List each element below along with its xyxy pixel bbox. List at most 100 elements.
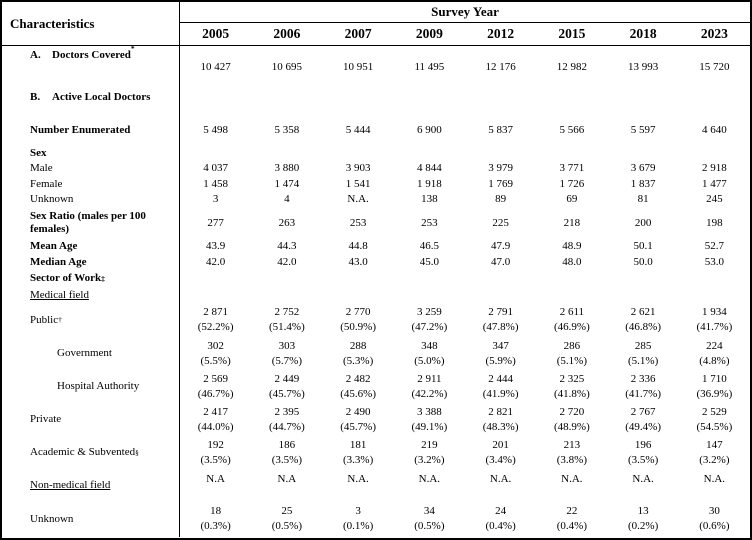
year-header-2007: 2007 <box>344 26 372 41</box>
data-cell: 47.9 <box>491 240 511 253</box>
year-header-2012: 2012 <box>487 26 515 41</box>
table-row: Unknown 3 4 N.A. 138 89 69 81 245 <box>2 192 750 207</box>
table-row: Private 2 417 (44.0%) 2 395 (44.7%) 2 490 (… <box>2 403 750 436</box>
row-label-cell: Median Age <box>2 254 180 270</box>
year-header-2023: 2023 <box>700 26 728 41</box>
data-cell <box>608 146 679 161</box>
table-row: Mean Age 43.9 44.3 44.8 46.5 47.9 48.9 50.1 52.7 <box>2 239 750 254</box>
data-cell: 10 427 <box>200 60 231 73</box>
data-cell: 10 695 <box>271 60 302 73</box>
data-cell: 4 640 <box>702 123 727 136</box>
data-cell: 2 918 <box>702 162 727 175</box>
data-cell: 1 934 (41.7%) <box>696 306 733 333</box>
data-cell: 2 482 (45.6%) <box>340 372 376 400</box>
table-row: Sector of Work ‡ <box>2 270 750 287</box>
data-cell <box>180 88 251 114</box>
year-header-2009: 2009 <box>415 26 443 41</box>
table-row: Female 1 458 1 474 1 541 1 918 1 769 1 726 1 83… <box>2 176 750 192</box>
row-label-cell: Hospital Authority <box>2 370 180 403</box>
data-cell: 2 490 (45.7%) <box>340 405 376 433</box>
data-cell: N.A. <box>561 473 583 485</box>
data-cell: 2 417 (44.0%) <box>197 405 234 433</box>
row-label: Male <box>30 162 53 175</box>
row-label-cell: Academic & Subvented § <box>2 436 180 469</box>
data-cell: 18 (0.3%) <box>200 505 231 532</box>
row-label-cell: A. Doctors Covered * <box>2 46 180 88</box>
data-cell: 2 871 (52.2%) <box>197 306 234 333</box>
data-cell: 277 <box>207 216 224 229</box>
row-prefix: B. <box>30 91 41 103</box>
data-cell: 245 <box>706 193 723 206</box>
data-cell: 30 (0.6%) <box>699 505 730 532</box>
data-cell: 25 (0.5%) <box>271 505 302 532</box>
year-header-2018: 2018 <box>629 26 657 41</box>
row-label: Hospital Authority <box>57 380 140 393</box>
data-cell: 50.1 <box>633 240 653 253</box>
data-cell: 200 <box>634 216 652 229</box>
row-label-cell: Sector of Work ‡ <box>2 270 180 287</box>
data-cell <box>323 270 394 287</box>
characteristics-header-cell: Characteristics <box>2 2 180 45</box>
data-cell <box>323 88 394 114</box>
data-cell: 4 844 <box>417 162 442 175</box>
data-cell: 12 982 <box>556 60 587 73</box>
data-cell: 2 569 (46.7%) <box>197 372 234 400</box>
row-label-cell: Sex Ratio (males per 100 females) <box>2 207 180 239</box>
data-cell: 43.9 <box>206 240 226 253</box>
data-cell: 2 449 (45.7%) <box>269 372 305 400</box>
data-cell: 196 (3.5%) <box>628 438 659 466</box>
data-cell: 1 541 <box>345 177 371 190</box>
data-cell: 2 325 (41.8%) <box>554 372 590 400</box>
data-cell: 5 444 <box>345 123 371 136</box>
row-label: Medical field <box>30 288 89 301</box>
row-label: Academic & Subvented <box>30 446 136 459</box>
data-cell: 2 529 (54.5%) <box>696 405 733 433</box>
data-cell: 24 (0.4%) <box>485 505 516 532</box>
data-cell <box>679 287 750 303</box>
data-cell <box>394 270 465 287</box>
data-cell: 147 (3.2%) <box>699 438 730 466</box>
data-cell: 186 (3.5%) <box>271 438 302 466</box>
data-cell: N.A. <box>632 473 654 485</box>
data-cell: 5 837 <box>488 123 513 136</box>
data-cell: N.A. <box>703 473 726 485</box>
data-cell: 253 <box>421 216 438 229</box>
data-cell <box>465 270 536 287</box>
data-cell: 3 <box>212 193 219 206</box>
data-cell: 219 (3.2%) <box>414 438 445 466</box>
data-cell: 47.0 <box>491 255 511 268</box>
data-cell <box>180 146 251 161</box>
data-cell <box>536 146 607 161</box>
data-cell <box>251 270 322 287</box>
data-cell: 198 <box>706 216 723 229</box>
row-label: Mean Age <box>30 240 78 253</box>
data-cell: 1 726 <box>559 177 585 190</box>
table-body: A. Doctors Covered * 10 427 10 695 10 951 11 4… <box>2 46 750 538</box>
data-cell: 12 176 <box>485 60 516 73</box>
data-cell: 288 (5.3%) <box>343 339 374 367</box>
data-cell: 138 <box>421 193 438 206</box>
row-label-cell: Sex <box>2 146 180 161</box>
data-cell: 1 837 <box>630 177 656 190</box>
data-cell: 5 498 <box>203 123 228 136</box>
data-cell: 3 (0.1%) <box>343 505 374 532</box>
table-row: A. Doctors Covered * 10 427 10 695 10 951 11 4… <box>2 46 750 88</box>
data-cell <box>394 287 465 303</box>
data-cell: 69 <box>566 193 578 206</box>
data-cell: 2 911 (42.2%) <box>411 372 448 400</box>
table-row: Hospital Authority 2 569 (46.7%) 2 449 (45… <box>2 370 750 403</box>
row-label-cell: Private <box>2 403 180 436</box>
data-cell: 225 <box>492 216 509 229</box>
data-cell <box>394 146 465 161</box>
data-cell: 181 (3.3%) <box>343 438 374 466</box>
data-cell <box>251 146 322 161</box>
table-row: Non-medical field N.A N.A N.A. N.A. N.A. N.A. N… <box>2 469 750 501</box>
data-cell: 5 597 <box>630 123 656 136</box>
table-row: Sex <box>2 146 750 161</box>
row-label: Doctors Covered <box>52 49 131 61</box>
data-cell: 44.8 <box>348 240 368 253</box>
data-cell: 3 880 <box>274 162 300 175</box>
table-header: Characteristics Survey Year 2005 2006 20… <box>2 2 750 46</box>
row-label: Median Age <box>30 255 87 268</box>
